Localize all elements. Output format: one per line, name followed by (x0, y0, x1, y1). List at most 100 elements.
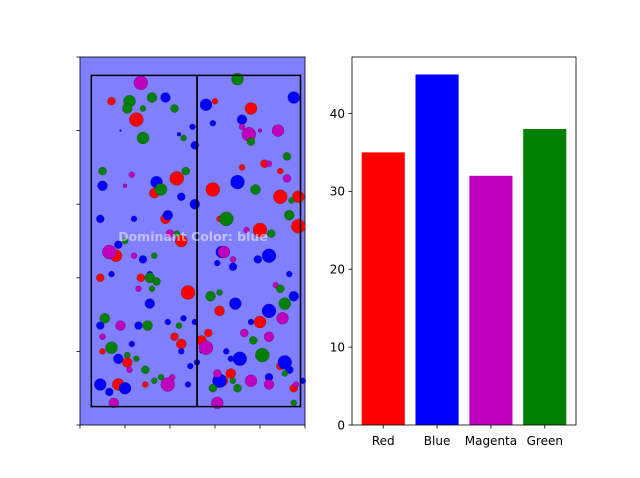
blue-point (187, 362, 194, 370)
green-point (290, 399, 297, 407)
green-point (139, 105, 147, 112)
magenta-point (135, 285, 142, 292)
blue-point (94, 378, 107, 391)
magenta-point (126, 366, 133, 373)
green-point (136, 131, 150, 145)
red-point (214, 305, 225, 317)
blue-point (228, 262, 238, 271)
green-point (151, 377, 158, 384)
red-point (277, 167, 284, 175)
blue-point (199, 98, 213, 111)
green-point (141, 365, 150, 374)
blue-point (229, 297, 242, 310)
magenta-point (265, 160, 273, 167)
blue-point (108, 270, 115, 278)
scatter-regions (90, 74, 302, 408)
bar-green (523, 129, 567, 425)
green-point (146, 92, 158, 103)
blue-point (105, 387, 114, 397)
bar-x-ticks: Red Blue Magenta Green (372, 425, 563, 448)
blue-point (230, 174, 245, 190)
magenta-point (243, 226, 250, 234)
green-point (175, 322, 183, 329)
red-point (291, 219, 306, 234)
blue-point (261, 303, 277, 319)
magenta-point (257, 128, 263, 133)
magenta-point (108, 397, 119, 409)
green-point (229, 377, 237, 384)
green-point (124, 351, 131, 359)
green-point (250, 184, 261, 195)
green-point (148, 285, 156, 292)
green-point (255, 347, 270, 363)
red-point (176, 338, 187, 350)
red-point (292, 190, 305, 203)
blue-point (114, 240, 123, 249)
green-point (233, 384, 242, 393)
scatter-ticks (76, 56, 306, 429)
blue-point (119, 129, 122, 132)
blue-point (184, 381, 192, 388)
red-point (99, 348, 106, 355)
red-point (273, 189, 288, 204)
green-point (282, 152, 292, 161)
magenta-point (99, 333, 106, 340)
magenta-point (276, 312, 289, 325)
green-point (276, 284, 285, 293)
magenta-point (122, 183, 128, 188)
bar-magenta (469, 175, 513, 425)
green-point (216, 289, 223, 296)
blue-point (176, 132, 182, 137)
blue-point (214, 259, 221, 267)
blue-point (118, 382, 132, 395)
red-point (136, 273, 145, 282)
bar-y-tick-label: 30 (330, 185, 345, 199)
red-point (169, 171, 184, 186)
red-point (252, 222, 268, 238)
blue-point (236, 114, 248, 125)
green-point (151, 252, 158, 259)
blue-point (134, 321, 143, 330)
blue-point (189, 199, 200, 210)
blue-point (180, 315, 187, 322)
magenta-point (263, 331, 275, 342)
bar-y-tick-label: 20 (330, 263, 345, 277)
magenta-point (292, 381, 300, 388)
blue-point (247, 318, 255, 326)
green-point (121, 237, 129, 245)
bar-y-ticks: 0 10 20 30 40 (330, 107, 352, 432)
bar-x-tick-label: Magenta (465, 434, 517, 448)
blue-point (128, 340, 135, 348)
blue-point (261, 248, 277, 263)
magenta-point (198, 340, 214, 355)
blue-point (288, 291, 299, 302)
red-point (204, 328, 213, 338)
red-point (238, 164, 246, 171)
red-point (205, 182, 220, 197)
green-point (142, 320, 153, 331)
scatter-panel: Dominant Color: blue (76, 56, 306, 429)
bar-red (361, 152, 405, 425)
blue-point (177, 192, 186, 201)
blue-point (287, 91, 300, 104)
magenta-point (238, 123, 246, 131)
magenta-point (169, 374, 176, 381)
green-point (133, 355, 140, 362)
green-point (219, 211, 234, 227)
bar-x-tick-label: Green (527, 434, 563, 448)
blue-point (164, 318, 171, 326)
magenta-point (282, 174, 292, 183)
red-point (244, 102, 258, 115)
bar-blue (415, 74, 459, 425)
magenta-point (115, 320, 126, 331)
magenta-point (271, 124, 285, 137)
bar-x-tick-label: Blue (424, 434, 451, 448)
bar-y-tick-label: 0 (337, 418, 345, 432)
magenta-point (229, 256, 237, 263)
green-point (208, 384, 217, 393)
red-point (142, 381, 149, 388)
red-point (122, 357, 133, 368)
green-point (246, 137, 256, 146)
red-point (253, 315, 267, 329)
